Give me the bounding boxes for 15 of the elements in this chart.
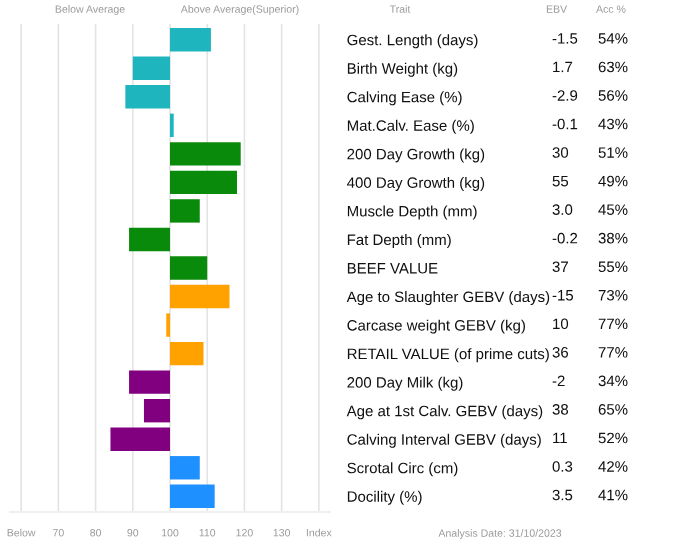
bar: [143, 398, 170, 423]
bar: [125, 85, 170, 109]
bar: [170, 256, 208, 280]
bar: [170, 170, 237, 195]
bar: [129, 227, 170, 252]
bar: [129, 370, 170, 394]
bar: [170, 284, 230, 309]
bar: [170, 341, 204, 366]
bar: [110, 427, 170, 451]
bar: [170, 456, 200, 480]
bar: [170, 28, 211, 52]
bar: [170, 142, 241, 166]
bar: [132, 56, 170, 80]
bar: [170, 484, 215, 508]
bar: [170, 199, 200, 223]
